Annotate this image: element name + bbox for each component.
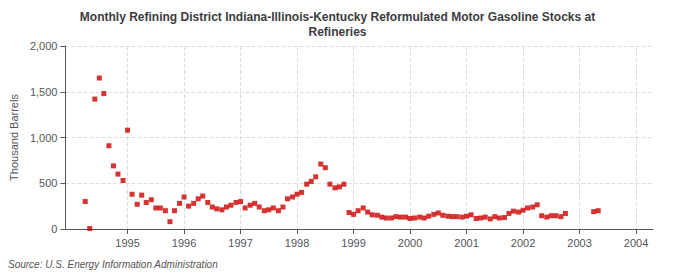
svg-text:2001: 2001	[454, 237, 478, 249]
svg-text:1998: 1998	[285, 237, 309, 249]
svg-text:2004: 2004	[624, 237, 648, 249]
svg-text:Monthly Refining District Indi: Monthly Refining District Indiana-Illino…	[80, 10, 595, 24]
svg-text:Thousand Barrels: Thousand Barrels	[8, 94, 20, 181]
svg-text:2000: 2000	[398, 237, 422, 249]
svg-text:1995: 1995	[115, 237, 139, 249]
svg-text:Refineries: Refineries	[308, 25, 366, 39]
svg-text:2,000: 2,000	[30, 40, 58, 52]
svg-text:2003: 2003	[567, 237, 591, 249]
svg-text:1996: 1996	[172, 237, 196, 249]
svg-text:2002: 2002	[511, 237, 535, 249]
svg-text:0: 0	[51, 223, 57, 235]
svg-text:1,000: 1,000	[30, 132, 58, 144]
svg-text:Source: U.S. Energy Informatio: Source: U.S. Energy Information Administ…	[8, 259, 218, 270]
svg-text:1999: 1999	[341, 237, 365, 249]
svg-text:1997: 1997	[228, 237, 252, 249]
svg-text:1,500: 1,500	[30, 86, 58, 98]
svg-text:500: 500	[39, 177, 57, 189]
